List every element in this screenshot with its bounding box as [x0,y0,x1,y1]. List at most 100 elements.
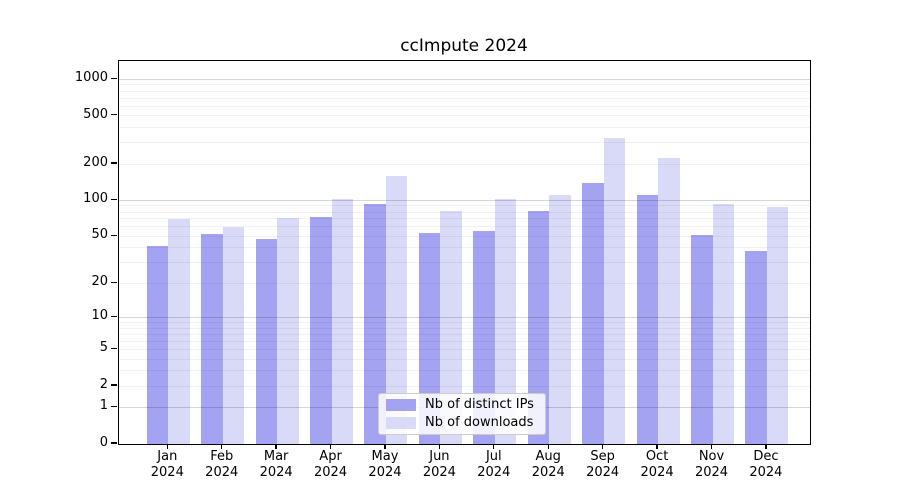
bar-oct-distinct-ips [636,194,659,444]
gridline-80 [119,211,810,213]
x-tick-mark-oct [656,444,658,449]
bar-may-downloads [385,175,408,444]
bar-sep-distinct-ips [582,182,604,444]
y-tick-label-0: 0 [99,435,108,450]
y-tick-mark-10 [111,315,117,318]
x-tick-mark-nov [710,444,713,449]
gridline-30 [119,262,810,264]
y-tick-mark-1 [111,405,117,408]
bar-jul-distinct-ips [473,230,495,444]
x-tick-label-dec: Dec 2024 [749,449,783,480]
x-tick-label-jan: Jan 2024 [150,449,184,480]
gridline-6 [119,340,810,342]
bar-aug-distinct-ips [527,211,550,444]
x-tick-mark-aug [547,444,549,449]
x-tick-label-may: May 2024 [368,449,402,480]
bar-nov-distinct-ips [691,235,713,444]
gridline-40 [119,247,810,249]
gridline-4 [119,358,810,360]
y-tick-mark-100 [111,198,117,201]
x-tick-label-oct: Oct 2024 [640,449,674,480]
x-tick-mark-feb [221,444,223,449]
y-tick-label-1: 1 [99,398,108,414]
bar-feb-distinct-ips [201,234,223,444]
x-tick-label-apr: Apr 2024 [314,449,348,480]
bar-jan-downloads [168,219,190,444]
bar-dec-distinct-ips [745,250,767,444]
y-tick-label-10: 10 [91,308,108,324]
bar-mar-distinct-ips [255,238,278,444]
x-tick-mark-sep [602,444,604,449]
y-tick-label-200: 200 [83,155,108,171]
gridline-50 [119,235,810,237]
y-tick-mark-0 [111,442,117,444]
legend: Nb of distinct IPs Nb of downloads [378,393,546,435]
y-tick-mark-50 [111,234,117,237]
x-tick-label-jun: Jun 2024 [422,449,456,480]
bar-jul-downloads [494,198,517,444]
bar-nov-downloads [712,203,734,444]
y-tick-label-100: 100 [83,191,108,207]
gridline-100 [119,199,810,201]
x-tick-mark-dec [765,444,767,449]
x-tick-mark-jan [166,444,168,449]
x-tick-mark-may [384,444,386,449]
bar-mar-downloads [277,217,299,444]
bar-jan-distinct-ips [146,245,169,444]
legend-swatch-downloads [386,417,416,429]
gridline-400 [119,127,810,129]
gridline-500 [119,115,810,117]
x-tick-label-mar: Mar 2024 [259,449,293,480]
legend-item-distinct-ips: Nb of distinct IPs [379,398,545,412]
bar-feb-downloads [222,227,245,444]
bar-oct-downloads [658,157,680,444]
chart-title: ccImpute 2024 [400,36,528,56]
gridline-3 [119,370,810,372]
gridline-7 [119,333,810,335]
x-tick-label-feb: Feb 2024 [205,449,239,480]
bar-jun-distinct-ips [418,232,441,444]
bar-apr-distinct-ips [310,216,332,444]
bar-apr-downloads [331,199,354,444]
bar-may-distinct-ips [364,203,386,444]
x-tick-mark-jul [493,444,495,449]
gridline-9 [119,321,810,323]
bar-aug-downloads [549,195,571,444]
gridline-60 [119,226,810,228]
y-tick-label-500: 500 [83,106,108,122]
gridline-200 [119,163,810,165]
y-tick-mark-1000 [111,77,117,79]
gridline-600 [119,105,810,107]
gridline-70 [119,218,810,220]
legend-label-downloads: Nb of downloads [425,415,534,430]
bar-jun-downloads [440,211,462,444]
y-tick-label-2: 2 [99,377,108,392]
gridline-10 [119,316,810,318]
legend-label-distinct-ips: Nb of distinct IPs [425,397,534,412]
y-tick-label-20: 20 [91,274,108,290]
gridline-900 [119,84,810,86]
bar-dec-downloads [766,207,789,444]
gridline-20 [119,282,810,284]
x-tick-label-aug: Aug 2024 [531,449,565,480]
gridline-1000 [119,78,810,80]
y-tick-mark-200 [111,162,117,164]
gridline-90 [119,205,810,207]
y-tick-label-50: 50 [91,227,108,243]
y-tick-mark-20 [111,281,117,283]
gridline-2 [119,385,810,387]
y-tick-mark-500 [111,114,117,116]
x-tick-mark-jun [438,444,441,449]
x-tick-mark-mar [275,444,277,449]
legend-swatch-distinct-ips [386,399,416,411]
x-tick-label-jul: Jul 2024 [477,449,511,480]
gridline-8 [119,327,810,329]
gridline-5 [119,348,810,350]
x-tick-label-nov: Nov 2024 [694,449,729,480]
gridline-300 [119,142,810,144]
x-tick-mark-apr [329,444,332,449]
gridline-700 [119,97,810,99]
y-tick-mark-5 [111,347,117,350]
gridline-800 [119,90,810,92]
